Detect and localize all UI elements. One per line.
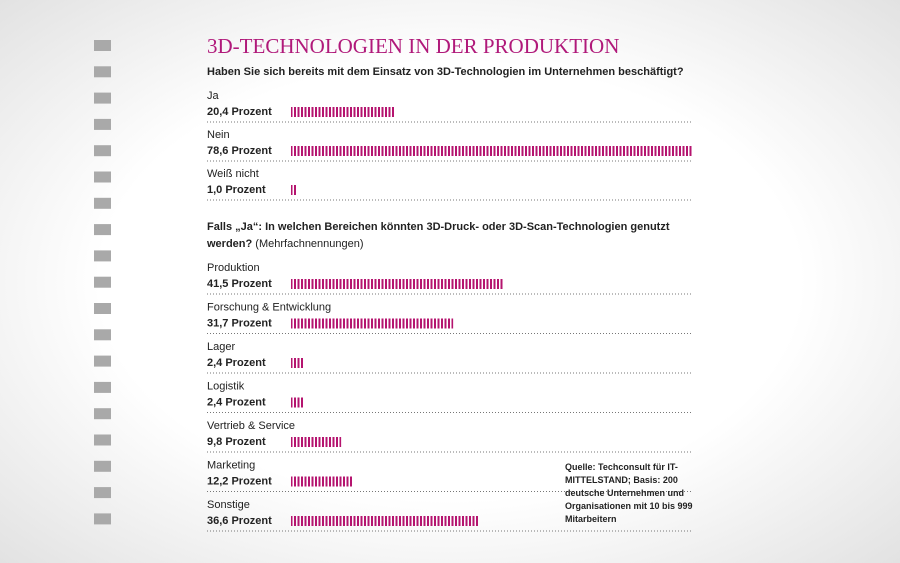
hole [94,224,111,236]
hole [94,66,111,78]
value-label: 1,0 Prozent [207,184,266,196]
category-label: Nein [207,129,230,141]
bar [291,279,504,289]
value-label: 78,6 Prozent [207,145,272,157]
bar [291,318,454,329]
hole [94,381,111,393]
hole [94,92,111,104]
category-label: Logistik [207,380,245,392]
category-label: Marketing [207,459,255,471]
question: Falls „Ja“: In welchen Bereichen könnten… [207,219,677,253]
hole [94,40,111,51]
value-label: 9,8 Prozent [207,436,266,448]
hole [94,408,111,420]
hole [94,460,111,472]
hole [94,487,111,499]
question: Haben Sie sich bereits mit dem Einsatz v… [207,66,684,78]
value-label: 31,7 Prozent [207,317,272,329]
category-label: Forschung & Entwicklung [207,301,331,313]
hole [94,145,111,157]
value-label: 41,5 Prozent [207,278,272,290]
hole [94,329,111,341]
notepad-holes [94,40,111,525]
hole [94,513,111,525]
bar [291,516,479,526]
value-label: 12,2 Prozent [207,475,272,487]
hole [94,434,111,446]
bar [291,185,297,195]
bar [291,146,693,156]
hole [94,276,111,288]
category-label: Produktion [207,262,260,274]
category-label: Ja [207,90,220,102]
hole [94,118,111,130]
bar [291,107,396,117]
value-label: 2,4 Prozent [207,357,266,369]
bar [291,397,304,408]
bar [291,358,304,368]
value-label: 20,4 Prozent [207,106,272,118]
category-label: Weiß nicht [207,168,259,180]
bar [291,437,342,447]
title: 3D-TECHNOLOGIEN IN DER PRODUKTION [207,34,619,58]
bar [291,476,354,487]
hole [94,171,111,183]
category-label: Vertrieb & Service [207,420,295,432]
source: Quelle: Techconsult für IT-MITTELSTAND; … [565,462,693,524]
hole [94,250,111,262]
value-label: 2,4 Prozent [207,396,266,408]
question-title: Falls „Ja“: In welchen Bereichen könnten… [207,221,670,250]
hole [94,303,111,314]
value-label: 36,6 Prozent [207,515,272,527]
category-label: Lager [207,341,235,353]
hole [94,197,111,209]
category-label: Sonstige [207,499,250,511]
hole [94,355,111,367]
question-subtitle: (Mehrfachnennungen) [255,238,364,250]
